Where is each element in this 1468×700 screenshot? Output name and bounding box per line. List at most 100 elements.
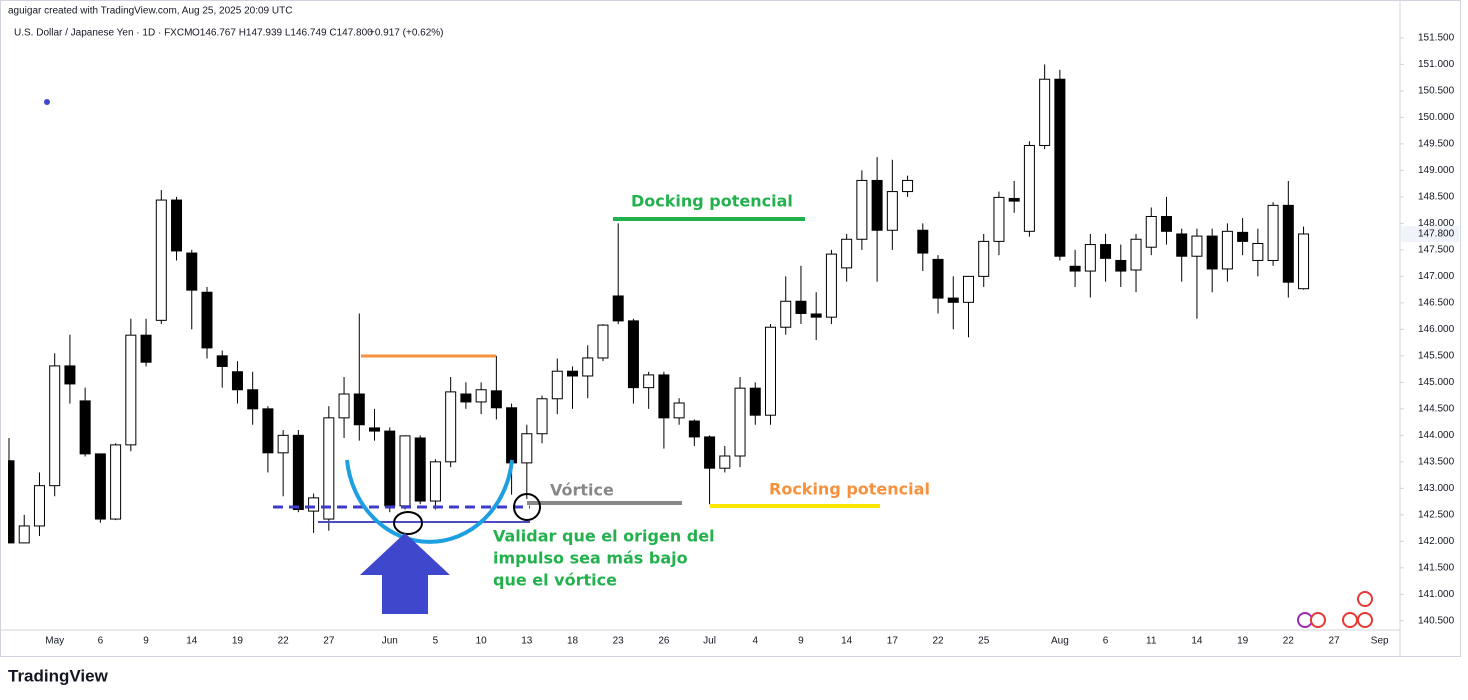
icon [1297, 612, 1313, 628]
candle-body [33, 485, 45, 527]
x-tick-label: 5 [433, 636, 439, 647]
candle-body [551, 370, 563, 400]
candle-body [612, 295, 624, 322]
y-tick-label: 145.500 [1418, 350, 1455, 361]
y-tick-label: 151.500 [1418, 33, 1455, 44]
y-tick-label: 144.000 [1418, 430, 1455, 441]
icon [1357, 591, 1373, 607]
candle-body [475, 389, 487, 403]
candle-body [582, 357, 594, 377]
candle-body [932, 258, 944, 299]
candle-body [125, 334, 137, 446]
candle-body [1054, 78, 1066, 257]
candle-body [704, 436, 716, 469]
candle-body [521, 433, 533, 464]
icon [1342, 612, 1358, 628]
candle-body [490, 390, 502, 409]
candle-body [917, 229, 929, 254]
y-tick-label: 150.000 [1418, 112, 1455, 123]
candle-body [658, 374, 670, 419]
frame [0, 0, 1461, 657]
x-tick-label: 22 [1283, 636, 1295, 647]
candle-body [277, 434, 289, 454]
candle-body [536, 398, 548, 435]
candle-body [445, 391, 457, 463]
candle-body [871, 179, 883, 231]
x-tick-label: May [45, 636, 64, 647]
candles [8, 64, 1310, 544]
logo: TradingView [8, 666, 109, 685]
candle-body [64, 365, 76, 385]
x-tick-label: 9 [798, 636, 804, 647]
candle-body [1115, 259, 1127, 272]
x-tick-label: 9 [143, 636, 149, 647]
candle-body [795, 300, 807, 314]
candle-body [1176, 233, 1188, 257]
x-tick-label: 27 [1328, 636, 1340, 647]
annotation: que el vórtice [493, 571, 617, 590]
candle-body [1008, 197, 1020, 202]
candle-body [8, 460, 15, 544]
annotation: Validar que el origen del [493, 527, 715, 546]
candle-body [1023, 144, 1035, 232]
x-tick-label: 17 [887, 636, 899, 647]
candle-body [292, 434, 304, 511]
symbol: U.S. Dollar / Japanese Yen · 1D · FXCM [14, 28, 192, 39]
circle [513, 493, 541, 521]
candle-body [79, 400, 91, 455]
annotation: Vórtice [550, 481, 614, 500]
candle-body [140, 334, 152, 363]
y-tick-label: 141.500 [1418, 562, 1455, 573]
candle-body [673, 402, 685, 419]
candle-body [1039, 78, 1051, 146]
y-tick-label: 146.500 [1418, 297, 1455, 308]
candle-body [1160, 215, 1172, 232]
candle-body [1252, 243, 1264, 261]
x-tick-label: 26 [658, 636, 670, 647]
candle-body [567, 370, 579, 377]
candle-body [247, 389, 259, 410]
x-tick-label: 25 [978, 636, 990, 647]
y-tick-label: 146.000 [1418, 324, 1455, 335]
candle-body [765, 326, 776, 416]
x-tick-label: Jul [703, 636, 716, 647]
y-tick-label: 143.500 [1418, 456, 1455, 467]
x-tick-label: 13 [521, 636, 533, 647]
candle-body [597, 324, 609, 359]
candle-body [978, 240, 990, 277]
candle-body [1206, 235, 1218, 270]
candle-body [1069, 265, 1081, 272]
y-tick-label: 148.500 [1418, 192, 1455, 203]
credit: aguigar created with TradingView.com, Au… [8, 6, 292, 17]
candle-body [429, 461, 441, 502]
candle-body [308, 497, 320, 512]
event-icons [1297, 591, 1373, 628]
candle-body [369, 427, 381, 432]
candle-body [186, 252, 198, 291]
candle-body [1298, 233, 1310, 290]
y-tick-label: 142.000 [1418, 536, 1455, 547]
candle-body [94, 453, 106, 520]
candle-body [110, 444, 122, 520]
x-tick-label: Aug [1051, 636, 1069, 647]
candle-body [780, 300, 792, 328]
x-tick-label: 14 [1191, 636, 1203, 647]
y-tick-label: 147.500 [1418, 245, 1455, 256]
candle-body [18, 525, 30, 544]
y-tick-label: 145.000 [1418, 377, 1455, 388]
candle-body [947, 297, 959, 303]
x-tick-label: 27 [323, 636, 335, 647]
annotation: Rocking potencial [769, 480, 930, 499]
candle-body [734, 387, 746, 457]
candle-body [841, 238, 853, 269]
x-tick-label: 14 [841, 636, 853, 647]
last-price-box [1401, 225, 1459, 242]
circle [393, 511, 423, 535]
x-tick-label: 23 [613, 636, 625, 647]
candle-body [1221, 230, 1233, 270]
candle-body [1237, 231, 1249, 242]
y-tick-label: 143.000 [1418, 483, 1455, 494]
candle-body [627, 320, 639, 389]
candle-body [262, 408, 274, 454]
